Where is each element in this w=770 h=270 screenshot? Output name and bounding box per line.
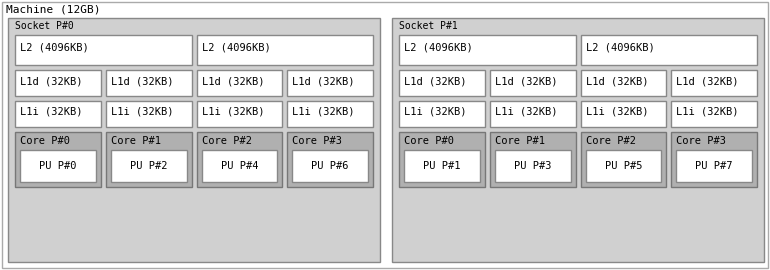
Text: Machine (12GB): Machine (12GB) [6,4,101,14]
Bar [196,35,373,65]
Bar [196,132,283,187]
Bar [293,150,368,182]
Bar [490,101,575,127]
Bar [581,101,666,127]
Bar [202,150,277,182]
Text: L1d (32KB): L1d (32KB) [293,76,355,86]
Text: PU P#3: PU P#3 [514,161,551,171]
Bar [399,132,485,187]
Text: Core P#1: Core P#1 [495,136,544,146]
Text: Core P#0: Core P#0 [20,136,70,146]
Bar [15,70,101,96]
Text: L1i (32KB): L1i (32KB) [585,107,648,117]
Text: PU P#6: PU P#6 [311,161,349,171]
Bar [20,150,95,182]
Bar [392,18,764,262]
Bar [111,150,186,182]
Bar [196,70,283,96]
Text: L1d (32KB): L1d (32KB) [676,76,738,86]
Bar [585,150,661,182]
Bar [399,35,575,65]
Text: Socket P#1: Socket P#1 [399,21,457,31]
Text: L2 (4096KB): L2 (4096KB) [202,43,270,53]
Bar [581,35,757,65]
Text: L1i (32KB): L1i (32KB) [111,107,173,117]
Bar [495,150,571,182]
Bar [671,70,757,96]
Text: Core P#0: Core P#0 [404,136,454,146]
Text: PU P#5: PU P#5 [604,161,642,171]
Bar [399,101,485,127]
Bar [490,132,575,187]
Text: Socket P#0: Socket P#0 [15,21,74,31]
Text: L1d (32KB): L1d (32KB) [585,76,648,86]
Bar [581,70,666,96]
Bar [287,132,373,187]
Text: L1d (32KB): L1d (32KB) [404,76,467,86]
Text: L2 (4096KB): L2 (4096KB) [585,43,654,53]
Text: PU P#1: PU P#1 [424,161,460,171]
Bar [581,132,666,187]
Bar [399,70,485,96]
Text: Core P#2: Core P#2 [202,136,252,146]
Text: Core P#3: Core P#3 [676,136,726,146]
Bar [404,150,480,182]
Text: L1d (32KB): L1d (32KB) [20,76,82,86]
Bar [105,132,192,187]
Text: L1i (32KB): L1i (32KB) [404,107,467,117]
Text: PU P#2: PU P#2 [130,161,167,171]
Text: PU P#0: PU P#0 [39,161,77,171]
Bar [8,18,380,262]
Text: L1i (32KB): L1i (32KB) [495,107,557,117]
Bar [287,70,373,96]
Text: PU P#4: PU P#4 [221,161,258,171]
Text: L1d (32KB): L1d (32KB) [495,76,557,86]
Text: L1i (32KB): L1i (32KB) [202,107,264,117]
Bar [15,35,192,65]
Bar [490,70,575,96]
Text: Core P#2: Core P#2 [585,136,635,146]
Bar [671,132,757,187]
Bar [287,101,373,127]
Text: Core P#3: Core P#3 [293,136,342,146]
Text: L1i (32KB): L1i (32KB) [293,107,355,117]
Text: L2 (4096KB): L2 (4096KB) [404,43,473,53]
Text: L2 (4096KB): L2 (4096KB) [20,43,89,53]
Bar [676,150,752,182]
Bar [105,101,192,127]
Text: L1i (32KB): L1i (32KB) [20,107,82,117]
Bar [671,101,757,127]
Bar [196,101,283,127]
Text: L1d (32KB): L1d (32KB) [202,76,264,86]
Bar [15,101,101,127]
Text: L1d (32KB): L1d (32KB) [111,76,173,86]
Text: Core P#1: Core P#1 [111,136,161,146]
Bar [105,70,192,96]
Text: L1i (32KB): L1i (32KB) [676,107,738,117]
Text: PU P#7: PU P#7 [695,161,733,171]
Bar [15,132,101,187]
